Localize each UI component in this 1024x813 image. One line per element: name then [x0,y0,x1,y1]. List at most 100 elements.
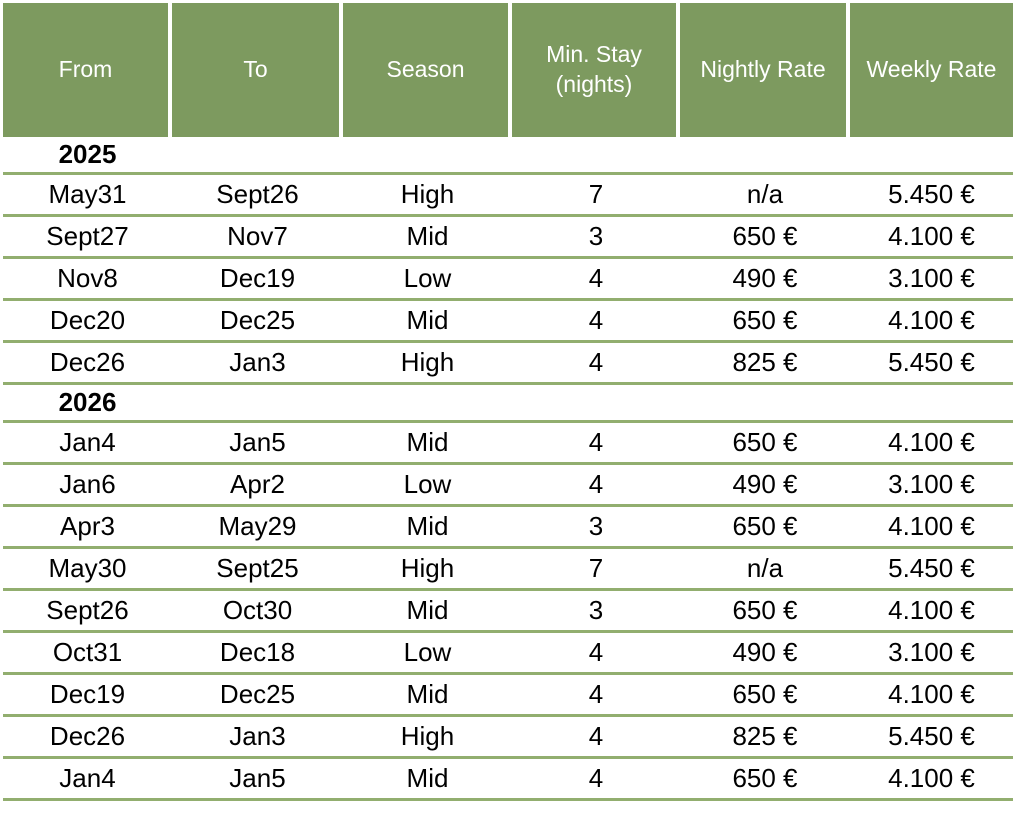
cell-from: Dec26 [49,347,126,377]
cell-weekly-rate: 5.450 € [888,721,975,751]
table-row: Dec19 Dec25 Mid 4 650 € 4.100 € [3,675,1013,717]
cell-weekly-rate: 5.450 € [888,553,975,583]
column-header-weekly-rate: Weekly Rate [850,3,1013,137]
cell-min-stay: 3 [588,511,604,541]
cell-to: Jan3 [229,347,286,377]
cell-to: Sept26 [216,179,299,209]
cell-nightly-rate: 650 € [732,511,798,541]
cell-season: High [400,721,455,751]
table-row: Oct31 Dec18 Low 4 490 € 3.100 € [3,633,1013,675]
column-header-min-stay: Min. Stay (nights) [512,3,680,137]
cell-min-stay: 4 [588,637,604,667]
cell-nightly-rate: 650 € [732,679,798,709]
cell-to: Jan5 [229,763,286,793]
cell-weekly-rate: 3.100 € [888,469,975,499]
cell-nightly-rate: 650 € [732,427,798,457]
cell-nightly-rate: 650 € [732,221,798,251]
empty-cell [680,385,850,420]
cell-min-stay: 7 [588,553,604,583]
cell-nightly-rate: 650 € [732,595,798,625]
cell-from: May31 [48,179,127,209]
cell-from: Dec19 [49,679,126,709]
empty-cell [172,385,343,420]
cell-season: Mid [406,221,449,251]
cell-weekly-rate: 4.100 € [888,305,975,335]
cell-season: Low [403,469,452,499]
cell-weekly-rate: 5.450 € [888,179,975,209]
table-row: May31 Sept26 High 7 n/a 5.450 € [3,175,1013,217]
cell-weekly-rate: 4.100 € [888,595,975,625]
cell-weekly-rate: 5.450 € [888,347,975,377]
cell-season: Mid [406,427,449,457]
cell-nightly-rate: 650 € [732,305,798,335]
cell-weekly-rate: 4.100 € [888,679,975,709]
cell-weekly-rate: 3.100 € [888,263,975,293]
cell-weekly-rate: 4.100 € [888,221,975,251]
cell-nightly-rate: n/a [746,179,784,209]
cell-nightly-rate: n/a [746,553,784,583]
cell-to: Dec25 [219,679,296,709]
cell-to: Sept25 [216,553,299,583]
cell-weekly-rate: 3.100 € [888,637,975,667]
table-row: Jan4 Jan5 Mid 4 650 € 4.100 € [3,423,1013,465]
cell-from: Sept27 [46,221,129,251]
cell-min-stay: 4 [588,679,604,709]
cell-min-stay: 7 [588,179,604,209]
year-label: 2025 [58,139,117,169]
year-label: 2026 [58,387,117,417]
column-header-nightly-rate: Nightly Rate [680,3,850,137]
cell-season: Mid [406,679,449,709]
cell-from: Jan4 [59,763,116,793]
cell-weekly-rate: 4.100 € [888,511,975,541]
cell-from: Dec20 [49,305,126,335]
cell-season: Mid [406,763,449,793]
cell-to: Jan3 [229,721,286,751]
cell-season: Mid [406,595,449,625]
cell-min-stay: 4 [588,305,604,335]
table-row: Apr3 May29 Mid 3 650 € 4.100 € [3,507,1013,549]
empty-cell [343,137,512,172]
table-body: 2025 May31 Sept26 High 7 n/a 5.450 € Sept27 Nov7… [3,137,1013,801]
cell-season: Mid [406,305,449,335]
empty-cell [512,385,680,420]
cell-to: Oct30 [222,595,293,625]
column-header-to: To [172,3,343,137]
cell-from: Sept26 [46,595,129,625]
table-row: Sept26 Oct30 Mid 3 650 € 4.100 € [3,591,1013,633]
cell-min-stay: 4 [588,263,604,293]
cell-to: Dec18 [219,637,296,667]
year-section-row: 2025 [3,137,1013,175]
cell-weekly-rate: 4.100 € [888,427,975,457]
table-row: Dec26 Jan3 High 4 825 € 5.450 € [3,343,1013,385]
empty-cell [512,137,680,172]
rates-table: From To Season Min. Stay (nights) Nightl… [3,3,1013,801]
table-row: Dec20 Dec25 Mid 4 650 € 4.100 € [3,301,1013,343]
cell-season: Mid [406,511,449,541]
cell-nightly-rate: 490 € [732,637,798,667]
cell-nightly-rate: 825 € [732,721,798,751]
cell-from: Dec26 [49,721,126,751]
cell-to: Apr2 [230,469,285,499]
cell-season: High [400,347,455,377]
cell-nightly-rate: 490 € [732,263,798,293]
cell-from: Apr3 [60,511,115,541]
cell-from: Oct31 [52,637,123,667]
cell-to: May29 [218,511,297,541]
cell-from: Jan4 [59,427,116,457]
empty-cell [343,385,512,420]
year-section-row: 2026 [3,385,1013,423]
column-header-season: Season [343,3,512,137]
cell-from: Nov8 [57,263,118,293]
cell-from: Jan6 [59,469,116,499]
table-row: Jan6 Apr2 Low 4 490 € 3.100 € [3,465,1013,507]
cell-weekly-rate: 4.100 € [888,763,975,793]
empty-cell [850,385,1013,420]
cell-min-stay: 4 [588,347,604,377]
cell-to: Jan5 [229,427,286,457]
cell-to: Dec19 [219,263,296,293]
cell-season: High [400,553,455,583]
cell-from: May30 [48,553,127,583]
table-row: Sept27 Nov7 Mid 3 650 € 4.100 € [3,217,1013,259]
cell-min-stay: 4 [588,427,604,457]
cell-nightly-rate: 490 € [732,469,798,499]
